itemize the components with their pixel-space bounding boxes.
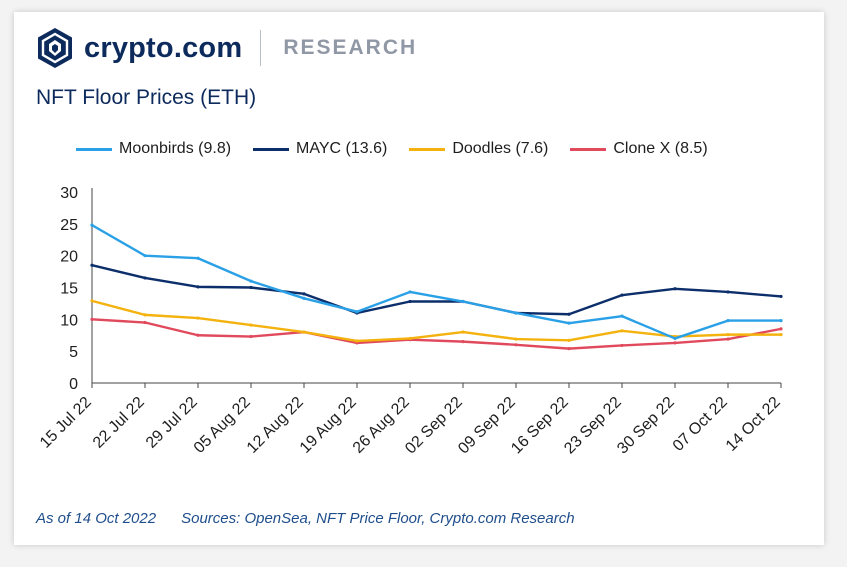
data-point [355,339,359,343]
data-point [302,330,306,334]
chart-legend: Moonbirds (9.8) MAYC (13.6) Doodles (7.6) C… [76,140,730,158]
x-tick-label: 12 Aug 22 [244,394,307,457]
x-tick-label: 30 Sep 22 [614,394,678,458]
data-point [408,336,412,341]
crypto-com-lion-shield-icon [38,28,72,68]
x-tick-label: 14 Oct 22 [723,394,784,455]
legend-label: Doodles (7.6) [452,140,549,157]
data-point [196,285,200,289]
data-point [726,319,730,323]
brand-name: crypto.com [84,31,243,64]
data-point [143,276,147,280]
data-point [90,299,94,303]
legend-label: MAYC (13.6) [296,140,388,157]
legend-item: Clone X (8.5) [570,140,708,158]
y-tick-label: 25 [60,217,78,234]
data-point [461,330,465,334]
x-tick-label: 19 Aug 22 [297,394,360,457]
legend-label: Moonbirds (9.8) [119,140,232,157]
chart-footer: As of 14 Oct 2022 Sources: OpenSea, NFT … [36,510,575,527]
data-point [196,333,200,337]
data-point [779,333,783,337]
y-tick-label: 15 [60,281,78,298]
data-point [726,290,730,294]
data-point [249,323,253,327]
data-point [408,299,412,304]
data-point [249,279,253,283]
data-point [673,336,677,341]
data-point [249,285,253,290]
data-point [567,338,571,342]
x-tick-label: 07 Oct 22 [670,394,731,455]
y-tick-label: 5 [69,344,78,361]
legend-swatch [253,147,290,151]
legend-swatch [76,147,112,151]
legend-swatch [409,147,446,151]
data-point [567,312,571,316]
data-point [673,287,677,291]
brand-divider [260,30,262,66]
data-point [673,341,677,345]
chart-title: NFT Floor Prices (ETH) [36,86,257,109]
data-point [408,290,412,294]
x-tick-label: 22 Jul 22 [90,394,148,452]
y-tick-label: 10 [60,312,78,329]
data-point [143,313,147,317]
legend-item: Doodles (7.6) [409,140,548,158]
sources-note: Sources: OpenSea, NFT Price Floor, Crypt… [181,510,575,527]
legend-swatch [570,147,607,151]
brand-subtitle: RESEARCH [283,36,418,59]
report-card: crypto.com RESEARCH NFT Floor Prices (ET… [14,12,824,545]
data-point [779,294,783,299]
data-point [461,340,465,344]
series-line [90,223,783,340]
data-point [620,329,624,333]
y-tick-label: 30 [60,185,78,202]
data-point [514,311,518,315]
data-point [620,293,624,297]
x-tick-label: 15 Jul 22 [37,394,95,452]
series-line [90,264,783,316]
data-point [726,337,730,341]
legend-item: Moonbirds (9.8) [76,140,231,158]
data-point [514,337,518,341]
data-point [779,319,783,323]
y-tick-label: 0 [69,376,78,393]
as-of-note: As of 14 Oct 2022 [36,510,157,527]
data-point [90,317,94,321]
data-point [249,334,253,339]
brand-header: crypto.com RESEARCH [36,26,417,70]
data-point [90,263,94,267]
data-point [726,333,730,337]
legend-item: MAYC (13.6) [253,140,387,158]
data-point [779,327,783,331]
data-point [143,254,147,258]
data-point [90,223,94,227]
x-tick-label: 05 Aug 22 [191,394,254,457]
data-point [355,310,359,314]
data-point [302,292,306,296]
y-tick-label: 20 [60,249,78,266]
data-point [567,321,571,325]
data-point [620,343,624,348]
data-point [514,343,518,347]
series-line [90,318,783,350]
data-point [302,296,306,300]
legend-label: Clone X (8.5) [613,140,708,157]
data-point [143,320,147,325]
data-point [461,299,465,304]
data-point [567,347,571,351]
data-point [620,314,624,318]
data-point [196,256,200,260]
data-point [196,316,200,320]
